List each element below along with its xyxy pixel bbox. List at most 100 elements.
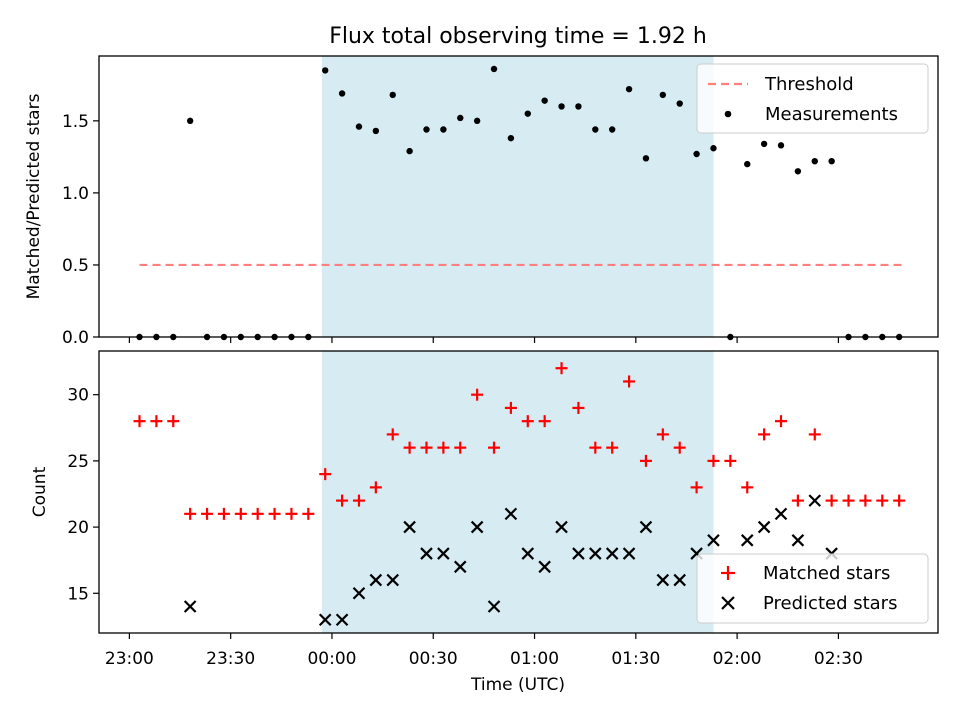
matched-star-marker	[825, 494, 838, 507]
measurement-point	[406, 147, 413, 155]
measurement-point	[423, 126, 430, 133]
predicted-star-stroke-b	[639, 520, 653, 534]
predicted-star-marker	[656, 573, 670, 587]
predicted-legend-label: Predicted stars	[763, 593, 897, 614]
predicted-star-marker	[605, 547, 619, 560]
top-y-tick-label: 0.0	[62, 328, 89, 348]
predicted-star-stroke-b	[453, 560, 467, 574]
matched-star-marker	[639, 454, 652, 467]
predicted-star-stroke-b	[335, 613, 349, 627]
bottom-legend-box	[696, 553, 929, 624]
measurement-point	[372, 127, 380, 135]
predicted-star-marker	[791, 534, 805, 547]
top-y-tick-label: 1.0	[62, 184, 89, 204]
measurement-point	[710, 145, 717, 152]
matched-star-marker	[656, 428, 669, 441]
predicted-star-stroke-b	[690, 547, 703, 560]
bottom-y-axis-label: Count	[30, 466, 50, 517]
predicted-star-stroke-b	[774, 507, 788, 521]
measurement-point	[524, 110, 531, 117]
bottom-x-tick-label: 01:00	[510, 649, 559, 669]
measurement-point	[592, 126, 599, 133]
matched-star-marker	[201, 507, 214, 520]
matched-star-marker	[437, 441, 450, 454]
matched-star-marker	[150, 415, 163, 428]
measurement-point	[473, 117, 481, 125]
measurement-point	[794, 168, 802, 175]
predicted-star-marker	[774, 507, 788, 521]
predicted-star-stroke-b	[673, 573, 686, 587]
matched-star-marker	[268, 507, 281, 520]
bottom-y-ticks: 15 20 25 30	[67, 386, 99, 604]
top-panel: Flux total observing time = 1.92 h 0.0 0.…	[24, 24, 939, 348]
predicted-star-stroke-b	[555, 520, 568, 534]
predicted-star-stroke-b	[656, 573, 670, 587]
measurement-point	[642, 155, 650, 162]
matched-star-marker	[893, 494, 906, 507]
matched-star-marker	[336, 494, 349, 507]
predicted-star-stroke-b	[538, 560, 551, 574]
measurement-point	[676, 100, 683, 107]
measurement-point	[541, 97, 548, 104]
predicted-star-marker	[183, 600, 197, 613]
matched-star-marker	[791, 494, 804, 507]
top-y-tick-label: 0.5	[62, 256, 89, 276]
matched-legend-label: Matched stars	[763, 563, 890, 584]
measurement-point	[490, 65, 498, 73]
predicted-star-stroke-b	[521, 547, 535, 560]
bottom-x-tick-label: 02:00	[713, 649, 762, 669]
bottom-shaded-region	[321, 351, 714, 633]
measurement-point	[440, 126, 447, 133]
bottom-y-tick-label: 30	[67, 386, 89, 406]
bottom-y-tick-label: 15	[67, 584, 89, 604]
predicted-star-marker	[386, 573, 400, 587]
matched-star-marker	[285, 507, 298, 520]
matched-star-marker	[589, 441, 602, 454]
predicted-star-marker	[707, 534, 720, 547]
matched-star-marker	[386, 428, 399, 441]
matched-star-marker	[876, 494, 889, 507]
matched-star-marker	[420, 441, 433, 454]
matched-star-marker	[234, 507, 247, 520]
predicted-star-marker	[589, 547, 602, 560]
measurement-point	[507, 134, 515, 142]
measurement-point	[575, 103, 582, 110]
measurement-point	[659, 91, 667, 99]
predicted-star-marker	[757, 520, 771, 534]
bottom-y-tick-label: 25	[67, 452, 89, 472]
predicted-star-stroke-b	[589, 547, 602, 560]
predicted-star-stroke-b	[369, 573, 383, 587]
matched-star-marker	[690, 481, 703, 494]
measurement-point	[744, 160, 751, 168]
predicted-star-marker	[453, 560, 467, 574]
x-axis-label: Time (UTC)	[470, 675, 565, 695]
matched-star-marker	[572, 401, 585, 414]
bottom-x-tick-label: 23:30	[206, 649, 255, 669]
matched-star-marker	[707, 454, 720, 467]
predicted-star-stroke-b	[504, 507, 518, 521]
predicted-legend-icon	[721, 596, 735, 610]
predicted-star-marker	[335, 613, 349, 627]
top-legend: Threshold Measurements	[696, 63, 929, 134]
matched-star-marker	[538, 415, 551, 428]
matched-star-marker	[859, 494, 872, 507]
matched-star-marker	[504, 401, 517, 414]
measurement-point	[777, 142, 785, 149]
predicted-star-stroke-b	[605, 547, 619, 560]
matched-star-marker	[471, 388, 484, 401]
matched-star-marker	[184, 507, 197, 520]
predicted-star-marker	[352, 587, 366, 600]
predicted-star-stroke-b	[437, 547, 450, 560]
measurement-point	[811, 157, 818, 165]
predicted-star-marker	[504, 507, 518, 521]
predicted-star-marker	[572, 547, 585, 560]
predicted-star-marker	[555, 520, 568, 534]
matched-star-marker	[842, 494, 855, 507]
predicted-star-stroke-b	[403, 520, 416, 534]
matched-legend-icon	[721, 566, 735, 580]
matched-star-marker	[167, 415, 180, 428]
chart-title: Flux total observing time = 1.92 h	[329, 24, 707, 49]
matched-star-marker	[403, 441, 416, 454]
matched-star-marker	[488, 441, 501, 454]
matched-star-marker	[369, 481, 382, 494]
